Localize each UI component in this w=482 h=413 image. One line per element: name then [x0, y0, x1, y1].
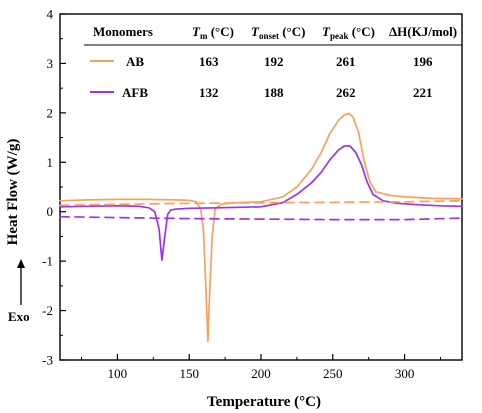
series-line-afb-baseline [59, 215, 463, 221]
table-header-tonset-sub: onset [259, 31, 279, 41]
table-header-tm-sub: m [200, 31, 208, 41]
series-line-ab-baseline [59, 199, 463, 207]
y-tick-label: 4 [47, 7, 54, 22]
x-tick-label: 300 [395, 366, 415, 381]
table-header-tpeak: Tpeak (°C) [322, 24, 375, 41]
axis-ticks: 100 150 200 250 300 -3 -2 -1 0 1 2 3 4 [42, 7, 441, 381]
table-row-afb-tpeak: 262 [336, 85, 356, 100]
y-tick-label: -3 [42, 353, 53, 368]
table-header-tpeak-unit: (°C) [348, 24, 375, 39]
y-tick-label: 0 [47, 204, 54, 219]
x-axis-title: Temperature (°C) [207, 394, 321, 410]
table-header-monomers: Monomers [93, 24, 153, 39]
table-header-tm: Tm (°C) [192, 24, 234, 41]
y-tick-label: -1 [42, 254, 53, 269]
data-table: Monomers Tm (°C) Tonset (°C) Tpeak (°C) … [84, 24, 462, 100]
table-row-afb-name: AFB [122, 85, 148, 100]
table-header-tm-unit: (°C) [207, 24, 234, 39]
y-tick-label: 1 [47, 155, 54, 170]
table-row-ab-tonset: 192 [264, 54, 284, 69]
series-layer [59, 112, 463, 343]
exo-arrow-icon [17, 259, 25, 268]
y-tick-label: 2 [47, 105, 54, 120]
exo-label: Exo [8, 309, 30, 324]
series-line-afb [59, 145, 463, 262]
table-header-tonset-t: T [251, 24, 260, 39]
table-header-tonset: Tonset (°C) [251, 24, 305, 41]
y-axis-title: Heat Flow (W/g) [5, 139, 21, 246]
table-header-dh: ΔH(KJ/mol) [389, 24, 457, 39]
table-header-tm-t: T [192, 24, 201, 39]
table-row-afb-tonset: 188 [264, 85, 284, 100]
plot-frame [59, 13, 463, 361]
x-tick-label: 250 [323, 366, 343, 381]
table-row-ab-tm: 163 [199, 54, 219, 69]
x-tick-label: 150 [179, 366, 199, 381]
x-tick-label: 100 [108, 366, 128, 381]
table-row-afb-dh: 221 [413, 85, 433, 100]
x-tick-label: 200 [251, 366, 271, 381]
y-tick-label: 3 [47, 56, 54, 71]
table-row-ab-tpeak: 261 [336, 54, 356, 69]
table-header-tpeak-t: T [322, 24, 331, 39]
table-row-ab-name: AB [126, 54, 144, 69]
exo-indicator: Exo [8, 259, 30, 324]
table-row-ab-dh: 196 [413, 54, 433, 69]
table-header-tonset-unit: (°C) [279, 24, 306, 39]
table-row-afb-tm: 132 [199, 85, 219, 100]
series-line-ab [59, 112, 463, 343]
y-tick-label: -2 [42, 303, 53, 318]
table-header-tpeak-sub: peak [330, 31, 349, 41]
